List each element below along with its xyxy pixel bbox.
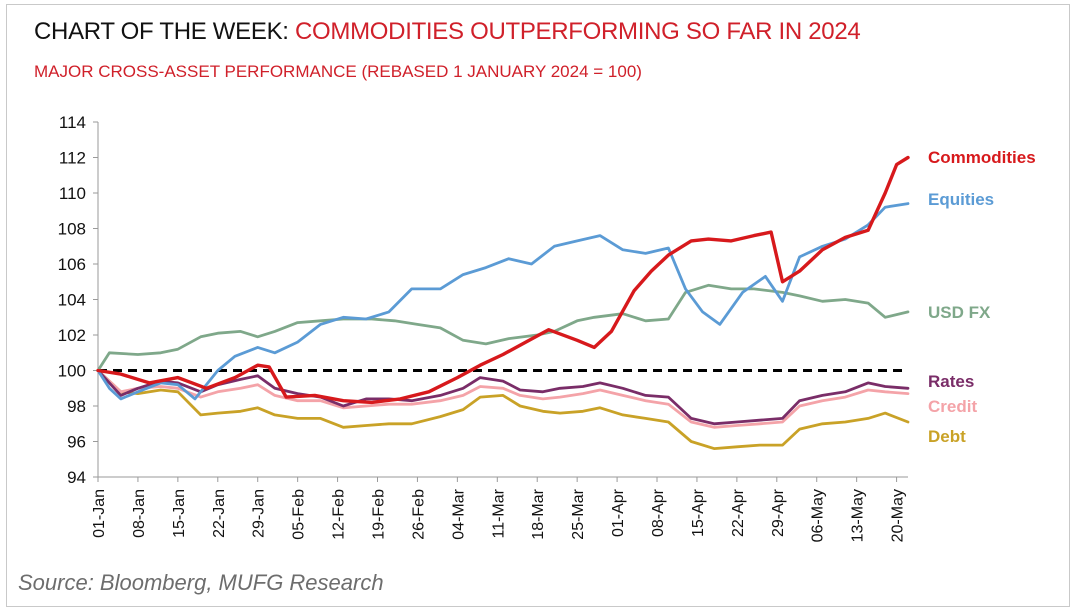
x-tick-label: 05-Feb — [291, 489, 308, 540]
x-tick-label: 22-Apr — [730, 488, 747, 537]
x-tick-label: 20-May — [890, 489, 907, 542]
y-tick-label: 104 — [58, 291, 86, 310]
source-note: Source: Bloomberg, MUFG Research — [18, 570, 384, 595]
legend-label-equities: Equities — [928, 190, 994, 209]
y-tick-label: 98 — [67, 397, 86, 416]
x-tick-label: 15-Apr — [690, 488, 707, 537]
x-tick-label: 26-Feb — [410, 489, 427, 540]
x-tick-label: 13-May — [850, 489, 867, 542]
chart-frame — [6, 4, 1070, 607]
x-tick-label: 12-Feb — [331, 489, 348, 540]
legend-label-debt: Debt — [928, 427, 966, 446]
x-tick-label: 25-Mar — [570, 488, 587, 539]
legend-label-credit: Credit — [928, 397, 977, 416]
y-tick-label: 110 — [59, 184, 86, 203]
y-tick-label: 94 — [67, 468, 86, 487]
x-tick-label: 11-Mar — [490, 488, 507, 538]
chart-subtitle: MAJOR CROSS-ASSET PERFORMANCE (REBASED 1… — [34, 62, 642, 81]
title-prefix: CHART OF THE WEEK: — [34, 18, 296, 45]
series-line-credit — [96, 369, 910, 429]
legend-label-rates: Rates — [928, 372, 974, 391]
x-tick-label: 18-Mar — [530, 488, 547, 539]
x-tick-label: 22-Jan — [211, 489, 228, 538]
series-line-commodities — [96, 155, 910, 405]
series-line-rates — [96, 369, 910, 426]
x-tick-label: 01-Apr — [610, 488, 627, 537]
y-tick-label: 108 — [58, 220, 86, 239]
y-tick-label: 100 — [58, 362, 86, 381]
y-tick-label: 106 — [58, 255, 86, 274]
legend-label-commodities: Commodities — [928, 148, 1036, 167]
x-tick-label: 08-Jan — [131, 489, 148, 538]
x-tick-label: 29-Jan — [251, 489, 268, 538]
x-tick-label: 29-Apr — [770, 488, 787, 537]
x-tick-label: 15-Jan — [171, 489, 188, 538]
series-line-debt — [96, 369, 910, 451]
y-tick-label: 96 — [67, 433, 86, 452]
y-tick-label: 112 — [59, 149, 86, 168]
series-line-usd-fx — [96, 283, 910, 372]
x-tick-label: 04-Mar — [450, 488, 467, 539]
x-tick-label: 06-May — [810, 489, 827, 542]
x-tick-label: 19-Feb — [371, 489, 388, 540]
legend-label-usd-fx: USD FX — [928, 303, 991, 322]
y-tick-label: 102 — [58, 326, 86, 345]
x-tick-label: 08-Apr — [650, 488, 667, 537]
chart-title: CHART OF THE WEEK: COMMODITIES OUTPERFOR… — [34, 18, 861, 46]
y-tick-label: 114 — [59, 113, 86, 132]
series-line-equities — [96, 202, 910, 401]
title-highlight: COMMODITIES OUTPERFORMING SO FAR IN 2024 — [295, 18, 861, 45]
x-tick-label: 01-Jan — [91, 489, 108, 538]
